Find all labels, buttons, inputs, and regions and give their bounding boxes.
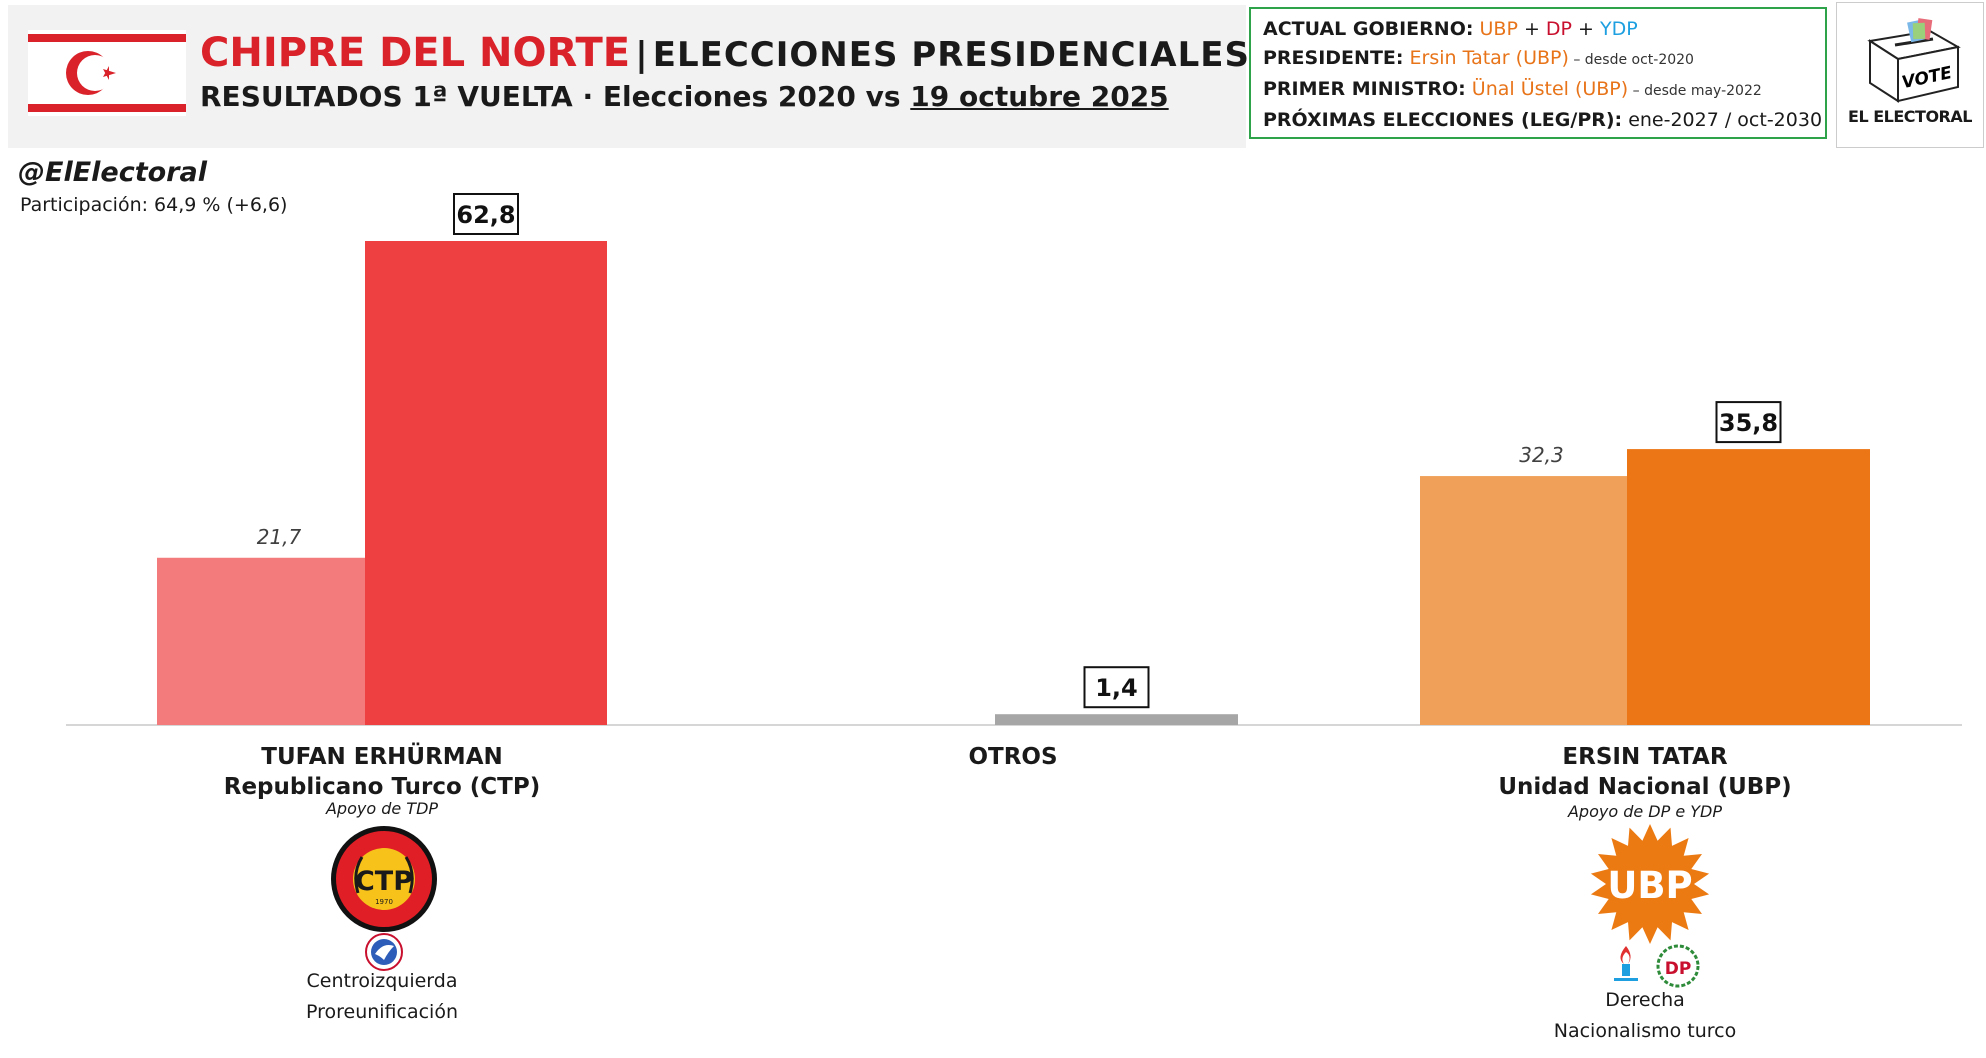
gov-plus-1: + [1517, 18, 1546, 40]
ctp-logo-text: CTP [355, 866, 413, 897]
el-electoral-label: EL ELECTORAL [1848, 107, 1972, 126]
gov-dp: DP [1545, 18, 1572, 40]
president-value: Ersin Tatar (UBP) [1409, 47, 1569, 69]
candidate-erhurman-label: TUFAN ERHÜRMAN Republicano Turco (CTP) [182, 742, 582, 802]
ideology-derecha: Derecha [1605, 989, 1685, 1011]
label-2020-erhurman: 21,7 [257, 525, 302, 549]
ubp-logo-text: UBP [1607, 864, 1692, 907]
label-box-2025-erhurman [453, 193, 519, 235]
ubp-logo-icon: UBP [1590, 824, 1710, 944]
info-row-prime-minister: PRIMER MINISTRO: Ünal Üstel (UBP) – desd… [1263, 75, 1813, 106]
title-main: CHIPRE DEL NORTE [200, 30, 631, 76]
info-row-next-elections: PRÓXIMAS ELECCIONES (LEG/PR): ene-2027 /… [1263, 106, 1822, 135]
author-handle: @ElElectoral [18, 157, 207, 188]
candidate-erhurman-name: TUFAN ERHÜRMAN [261, 744, 503, 770]
header-band [8, 5, 1246, 148]
bar-2020-tatar [1420, 476, 1627, 725]
turnout-text: Participación: 64,9 % (+6,6) [20, 194, 288, 216]
bar-2025-tatar [1627, 449, 1870, 725]
pm-value: Ünal Üstel (UBP) [1471, 78, 1629, 100]
page-subtitle: RESULTADOS 1ª VUELTA · Elecciones 2020 v… [200, 80, 1169, 113]
ideology-proreunificacion: Proreunificación [305, 1001, 459, 1023]
dp-logo-text: DP [1665, 959, 1692, 979]
candidate-erhurman-support: Apoyo de TDP [325, 799, 439, 818]
next-elections-label: PRÓXIMAS ELECCIONES (LEG/PR): [1263, 109, 1623, 131]
bar-2025-otros [995, 714, 1238, 725]
ballot-box-icon: VOTE [1867, 18, 1961, 103]
candidate-tatar-ideology: Derecha Nacionalismo turco [1495, 985, 1795, 1047]
ideology-centroizquierda: Centroizquierda [306, 970, 458, 992]
candidate-erhurman-ideology: Centroizquierda Proreunificación [232, 966, 532, 1028]
info-row-president: PRESIDENTE: Ersin Tatar (UBP) – desde oc… [1263, 44, 1813, 75]
ubp-sun-shape [1590, 824, 1710, 944]
info-row-government: ACTUAL GOBIERNO: UBP + DP + YDP [1263, 15, 1813, 44]
ydp-logo-icon [1614, 946, 1638, 981]
label-2025-otros: 1,4 [1095, 674, 1138, 702]
pm-label: PRIMER MINISTRO: [1263, 78, 1466, 100]
subtitle-date: 19 octubre 2025 [910, 80, 1169, 113]
gov-label: ACTUAL GOBIERNO: [1263, 18, 1474, 40]
subtitle-prefix: RESULTADOS 1ª VUELTA · Elecciones 2020 v… [200, 80, 911, 113]
candidate-tatar-support: Apoyo de DP e YDP [1567, 802, 1723, 821]
dp-logo-icon: DP [1656, 944, 1700, 988]
pm-since: – desde may-2022 [1628, 83, 1762, 99]
candidate-tatar-name: ERSIN TATAR [1562, 744, 1728, 770]
government-info-box: ACTUAL GOBIERNO: UBP + DP + YDP PRESIDEN… [1249, 7, 1827, 139]
bar-2025-erhurman [365, 241, 607, 725]
candidate-otros-name: OTROS [968, 744, 1058, 770]
el-electoral-logo: VOTE EL ELECTORAL [1836, 2, 1984, 148]
candidate-otros-label: OTROS [813, 742, 1213, 772]
tdp-logo-icon [365, 933, 403, 971]
gov-plus-2: + [1572, 18, 1600, 40]
title-rest: ELECCIONES PRESIDENCIALES 2025 [652, 35, 1362, 75]
label-2020-tatar: 32,3 [1519, 443, 1564, 467]
ideology-nacionalismo-turco: Nacionalismo turco [1553, 1020, 1737, 1042]
label-2025-erhurman: 62,8 [456, 201, 515, 229]
candidate-tatar-party: Unidad Nacional (UBP) [1498, 774, 1792, 800]
gov-ydp: YDP [1600, 18, 1638, 40]
candidate-erhurman-party: Republicano Turco (CTP) [223, 774, 541, 800]
label-box-2025-tatar [1715, 401, 1782, 444]
label-2025-tatar: 35,8 [1719, 409, 1778, 437]
gov-ubp: UBP [1479, 18, 1518, 40]
flag-icon [28, 30, 186, 116]
label-box-2025-otros [1083, 666, 1150, 709]
candidate-tatar-label: ERSIN TATAR Unidad Nacional (UBP) [1445, 742, 1845, 802]
president-label: PRESIDENTE: [1263, 47, 1404, 69]
page-title: CHIPRE DEL NORTE | ELECCIONES PRESIDENCI… [200, 30, 1361, 76]
ctp-logo-icon: CTP 1970 [331, 826, 437, 932]
bar-chart: 21,7 62,8 1,4 32,3 35,8 [66, 193, 1962, 726]
title-separator: | [635, 35, 648, 75]
president-since: – desde oct-2020 [1568, 52, 1694, 68]
next-elections-value: ene-2027 / oct-2030 [1622, 109, 1823, 131]
bar-2020-erhurman [157, 557, 365, 725]
ctp-logo-year: 1970 [375, 898, 393, 906]
